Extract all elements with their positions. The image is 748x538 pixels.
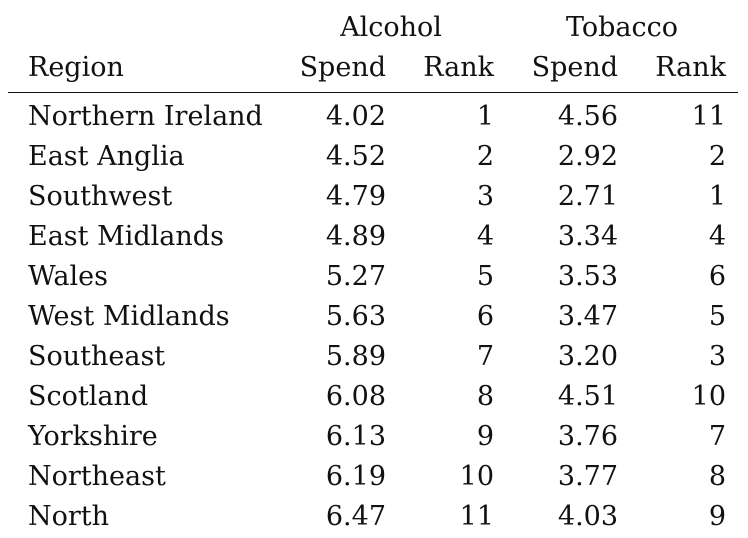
cell-region: East Midlands [28,221,224,252]
cell-alcohol-rank: 4 [476,221,495,252]
cell-alcohol-spend: 6.47 [325,501,386,532]
table-row: North 6.47 11 4.03 9 [8,497,738,537]
header-rule [8,92,739,93]
cell-tobacco-spend: 3.20 [557,341,619,372]
cell-alcohol-spend: 4.89 [325,221,386,252]
table-row: East Anglia 4.52 2 2.92 2 [8,137,738,177]
cell-alcohol-rank: 7 [476,341,495,372]
cell-tobacco-rank: 8 [708,461,727,492]
cell-alcohol-spend: 5.63 [325,301,386,332]
group-header-empty [8,8,276,48]
cell-tobacco-spend: 4.56 [557,101,619,132]
cell-region: Wales [28,261,108,292]
table-container: Alcohol Tobacco Region Spend Rank Spend … [8,8,739,537]
cell-alcohol-rank: 11 [459,501,495,532]
cell-tobacco-rank: 7 [708,421,727,452]
cell-alcohol-spend: 5.27 [325,261,386,292]
cell-tobacco-spend: 3.76 [557,421,619,452]
cell-alcohol-rank: 9 [476,421,495,452]
cell-alcohol-rank: 10 [459,461,495,492]
group-header-alcohol: Alcohol [340,12,442,43]
column-header-region: Region [28,52,124,83]
cell-alcohol-spend: 4.52 [325,141,386,172]
cell-region: North [28,501,110,532]
cell-region: Southwest [28,181,173,212]
table-row: Southeast 5.89 7 3.20 3 [8,337,738,377]
header-rule-line [8,92,739,93]
table-row: Southwest 4.79 3 2.71 1 [8,177,738,217]
cell-tobacco-rank: 4 [708,221,727,252]
cell-tobacco-rank: 6 [708,261,727,292]
cell-alcohol-spend: 5.89 [325,341,386,372]
cell-alcohol-spend: 4.02 [325,101,386,132]
cell-tobacco-spend: 2.71 [557,181,619,212]
cell-alcohol-rank: 6 [476,301,495,332]
cell-alcohol-rank: 1 [476,101,495,132]
table-body: Northern Ireland 4.02 1 4.56 11 East Anglia 4.… [8,97,738,537]
table-row: West Midlands 5.63 6 3.47 5 [8,297,738,337]
cell-tobacco-rank: 5 [708,301,727,332]
cell-tobacco-spend: 3.34 [557,221,619,252]
cell-tobacco-spend: 3.77 [557,461,619,492]
cell-alcohol-spend: 6.13 [325,421,386,452]
table-row: Wales 5.27 5 3.53 6 [8,257,738,297]
cell-alcohol-spend: 6.08 [325,381,386,412]
alcohol-tobacco-table: Alcohol Tobacco Region Spend Rank Spend … [8,8,739,537]
cell-region: Yorkshire [28,421,158,452]
table-row: Scotland 6.08 8 4.51 10 [8,377,738,417]
column-header-alcohol-rank: Rank [423,52,495,83]
cell-tobacco-rank: 1 [708,181,727,212]
cell-tobacco-rank: 10 [691,381,727,412]
cell-region: Northern Ireland [28,101,263,132]
table-row: East Midlands 4.89 4 3.34 4 [8,217,738,257]
cell-alcohol-rank: 2 [476,141,495,172]
cell-tobacco-rank: 3 [708,341,727,372]
table-row: Yorkshire 6.13 9 3.76 7 [8,417,738,457]
column-header-tobacco-spend: Spend [531,52,619,83]
column-header-row: Region Spend Rank Spend Rank [8,48,738,93]
cell-tobacco-spend: 4.51 [557,381,619,412]
cell-region: Southeast [28,341,166,372]
cell-region: West Midlands [28,301,230,332]
cell-alcohol-rank: 3 [476,181,495,212]
cell-alcohol-spend: 4.79 [325,181,386,212]
cell-tobacco-spend: 3.53 [557,261,619,292]
table-row: Northeast 6.19 10 3.77 8 [8,457,738,497]
column-header-alcohol-spend: Spend [299,52,386,83]
cell-tobacco-rank: 9 [708,501,727,532]
column-header-tobacco-rank: Rank [655,52,727,83]
cell-tobacco-spend: 3.47 [557,301,619,332]
cell-alcohol-rank: 8 [476,381,495,412]
cell-alcohol-spend: 6.19 [325,461,386,492]
table-header: Alcohol Tobacco Region Spend Rank Spend … [8,8,739,97]
cell-tobacco-spend: 2.92 [557,141,619,172]
cell-tobacco-rank: 2 [708,141,727,172]
cell-region: Northeast [28,461,166,492]
group-header-row: Alcohol Tobacco [8,8,738,48]
cell-tobacco-rank: 11 [691,101,727,132]
cell-region: East Anglia [28,141,185,172]
cell-alcohol-rank: 5 [476,261,495,292]
cell-tobacco-spend: 4.03 [557,501,619,532]
cell-region: Scotland [28,381,149,412]
table-row: Northern Ireland 4.02 1 4.56 11 [8,97,738,137]
group-header-tobacco: Tobacco [565,12,679,43]
